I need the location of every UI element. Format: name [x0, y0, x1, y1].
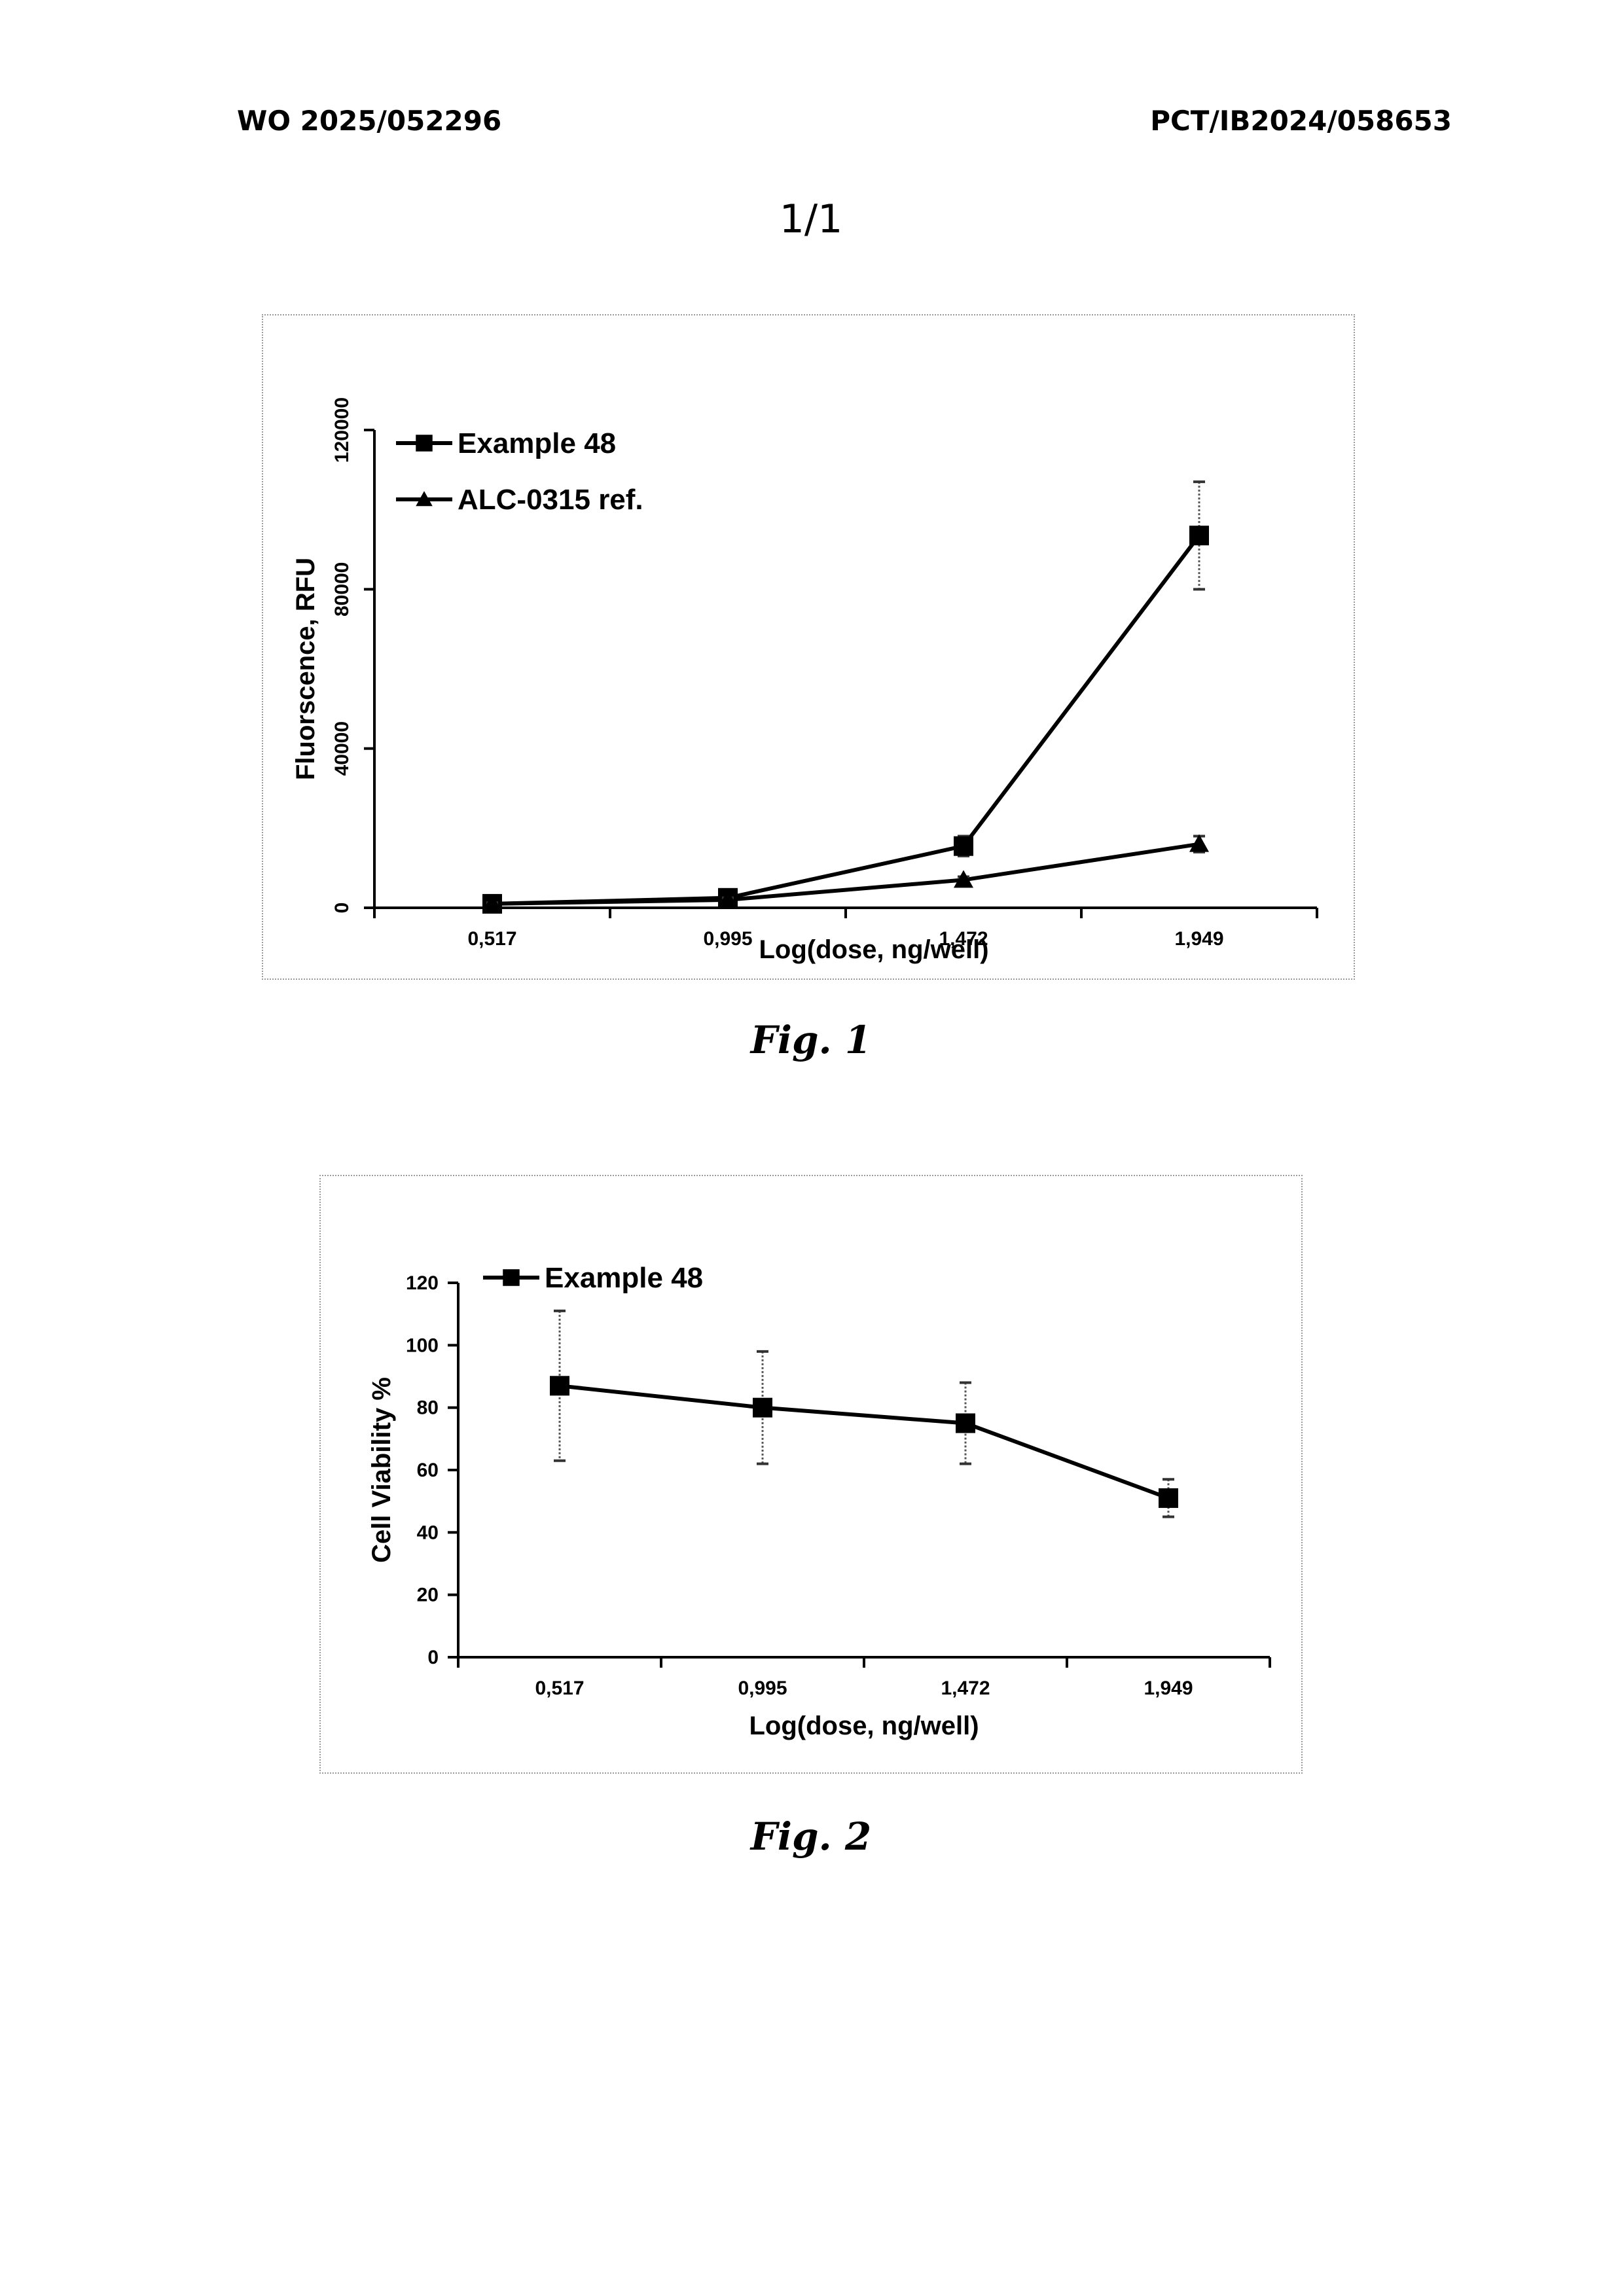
y-axis-label: Fluorscence, RFU	[291, 558, 320, 780]
y-tick-label: 80000	[331, 562, 353, 617]
legend-label: Example 48	[545, 1262, 703, 1294]
legend-label: Example 48	[458, 427, 616, 459]
x-tick-label: 0,995	[703, 928, 752, 950]
figure-2-frame	[319, 1175, 1303, 1774]
data-point	[956, 1413, 975, 1433]
x-tick-label: 1,949	[1174, 928, 1223, 950]
y-tick-label: 120	[406, 1272, 439, 1294]
data-point	[1159, 1488, 1178, 1508]
data-point	[753, 1397, 772, 1418]
legend-marker	[416, 435, 433, 452]
legend-marker	[503, 1269, 520, 1286]
data-point	[1189, 834, 1209, 852]
figure-2-caption: Fig. 2	[750, 1814, 872, 1859]
x-tick-label: 1,472	[939, 928, 988, 950]
publication-number: WO 2025/052296	[237, 105, 502, 137]
y-tick-label: 20	[417, 1585, 439, 1606]
data-point	[482, 893, 502, 912]
x-tick-label: 0,517	[467, 928, 516, 950]
figure-1-caption: Fig. 1	[750, 1018, 872, 1062]
x-tick-label: 1,949	[1144, 1677, 1193, 1699]
y-tick-label: 0	[427, 1647, 439, 1668]
data-point	[954, 870, 973, 888]
x-tick-label: 0,995	[738, 1677, 787, 1699]
y-tick-label: 80	[417, 1397, 439, 1419]
figure-1-chart: 0 40000 80000 120000 0,517 0,995 1,472 1,949 Log…	[291, 397, 1318, 964]
y-tick-label: 40000	[331, 721, 353, 776]
legend-marker	[416, 491, 433, 507]
y-tick-label: 100	[406, 1335, 439, 1356]
series-line	[559, 1384, 1170, 1500]
series-line	[492, 534, 1201, 906]
figure-2-chart: 0 20 40 60 80 100 120 0,517 0,995 1,472 1,949 Log(d…	[367, 1262, 1271, 1740]
figure-1-frame	[262, 314, 1355, 980]
data-point	[954, 836, 973, 856]
y-tick-label: 40	[417, 1522, 439, 1543]
x-tick-label: 1,472	[941, 1677, 990, 1699]
series-line	[492, 842, 1200, 906]
x-axis-label: Log(dose, ng/well)	[759, 935, 988, 964]
data-point	[550, 1376, 569, 1396]
y-tick-label: 60	[417, 1460, 439, 1481]
y-tick-label: 120000	[331, 397, 353, 463]
data-point	[718, 889, 738, 908]
data-point	[1189, 526, 1209, 546]
legend-label: ALC-0315 ref.	[458, 484, 643, 516]
x-axis-label: Log(dose, ng/well)	[749, 1712, 979, 1740]
page-number: 1/1	[779, 196, 843, 242]
y-axis-label: Cell Viability %	[367, 1377, 396, 1563]
application-number: PCT/IB2024/058653	[1150, 105, 1452, 137]
x-tick-label: 0,517	[535, 1677, 584, 1699]
y-tick-label: 0	[331, 903, 353, 914]
